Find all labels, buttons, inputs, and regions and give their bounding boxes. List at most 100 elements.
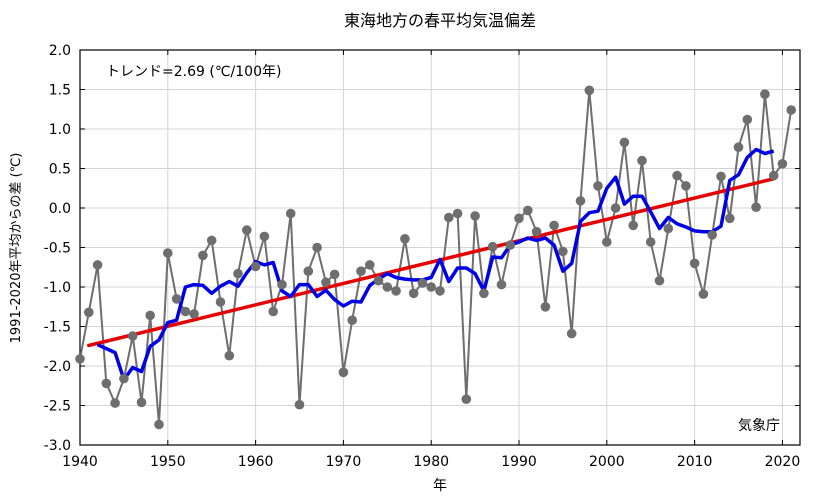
y-axis-label: 1991-2020年平均からの差 (℃) [9,153,24,344]
annual-data-point [654,275,665,286]
annual-data-point [101,378,112,389]
series-layer [75,85,796,430]
x-tick-label: 1950 [150,454,186,470]
annual-data-point [417,278,428,288]
annual-data-point [751,202,761,212]
annual-data-point [215,297,226,307]
annual-data-point [637,155,647,166]
annual-data-point [110,398,120,408]
annual-data-point [768,170,779,181]
annual-data-point [716,171,726,182]
y-tick-label: -2.5 [44,399,71,415]
annual-data-point [733,142,744,152]
annual-data-point [584,85,595,96]
annual-data-point [127,331,138,341]
annual-data-point [224,350,235,361]
annual-data-point [575,196,586,206]
annual-data-point [242,225,252,235]
source-label: 気象庁 [738,418,780,434]
annual-data-point [119,373,129,384]
annual-data-point [347,315,358,326]
annual-data-point [329,269,340,280]
y-tick-label: 0.5 [49,162,71,178]
y-tick-label: 1.0 [49,122,71,138]
x-tick-label: 1980 [413,454,449,470]
annual-data-point [619,137,630,148]
annual-data-point [531,226,542,237]
x-tick-label: 2000 [589,454,625,470]
annual-data-point [645,237,656,247]
annual-data-point [277,279,287,290]
annual-data-point [206,235,217,246]
annual-data-point [444,212,454,223]
y-tick-label: -1.5 [44,320,71,336]
y-tick-label: -0.5 [44,241,71,257]
y-tick-label: 0.0 [49,201,71,217]
annual-data-point [689,258,700,269]
annual-data-point [198,250,208,261]
grid [80,50,800,445]
y-tick-label: -2.0 [44,359,71,375]
annual-data-point [400,234,410,244]
annual-data-point [373,275,384,286]
y-tick-label: -1.0 [44,280,71,296]
annual-data-point [663,223,674,234]
annual-data-point [610,203,621,213]
y-tick-label: -3.0 [44,438,71,454]
annual-data-point [681,181,691,191]
annual-data-point [163,248,173,258]
annual-data-point [356,266,366,277]
annual-data-point [382,282,393,292]
annual-data-point [189,309,199,319]
annual-data-point [426,282,437,292]
annual-series-line [79,89,793,426]
annual-data-point [628,220,638,231]
annual-data-point [698,289,709,299]
moving-average-line [96,147,775,382]
annual-data-point [487,241,498,252]
annual-data-point [479,288,489,299]
annual-data-point [92,260,103,270]
annual-data-point [742,114,753,125]
annual-data-point [233,268,243,279]
annual-data-point [365,260,375,270]
annual-data-point [558,246,568,257]
annual-data-point [452,208,463,219]
annual-data-point [725,213,735,224]
annual-data-point [268,306,279,317]
x-axis-label: 年 [433,478,447,494]
annual-data-point [549,220,559,231]
annual-data-point [250,261,261,272]
y-tick-label: 1.5 [49,83,71,99]
trend-label: トレンド=2.69 (℃/100年) [106,64,281,80]
annual-data-point [294,399,305,410]
x-tick-label: 1990 [501,454,537,470]
annual-data-point [566,328,577,339]
annual-data-point [760,89,770,99]
annual-data-point [672,170,682,181]
annual-data-point [523,205,533,216]
annual-data-point [180,306,191,317]
annual-data-point [496,279,507,290]
annual-data-point [75,354,85,364]
annual-data-point [514,213,524,224]
annual-data-point [707,230,717,240]
trend-line [87,177,776,348]
annual-data-point [259,231,270,242]
annual-data-point [338,367,349,378]
annual-data-point [540,302,551,312]
annual-data-point [602,237,612,247]
y-tick-label: 2.0 [49,43,71,59]
annual-data-point [84,307,94,318]
annual-data-point [435,286,445,296]
annual-data-point [461,394,472,405]
annual-data-point [391,286,401,296]
x-tick-label: 2020 [765,454,801,470]
annual-data-point [145,310,155,321]
annual-data-point [321,277,331,288]
x-tick-label: 1940 [62,454,98,470]
annual-data-point [312,242,322,253]
annual-data-point [786,105,796,115]
annual-data-point [505,240,515,250]
